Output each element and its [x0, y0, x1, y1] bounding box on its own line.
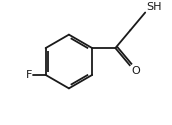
Text: F: F: [26, 70, 33, 80]
Text: O: O: [131, 66, 140, 76]
Text: SH: SH: [146, 2, 161, 12]
